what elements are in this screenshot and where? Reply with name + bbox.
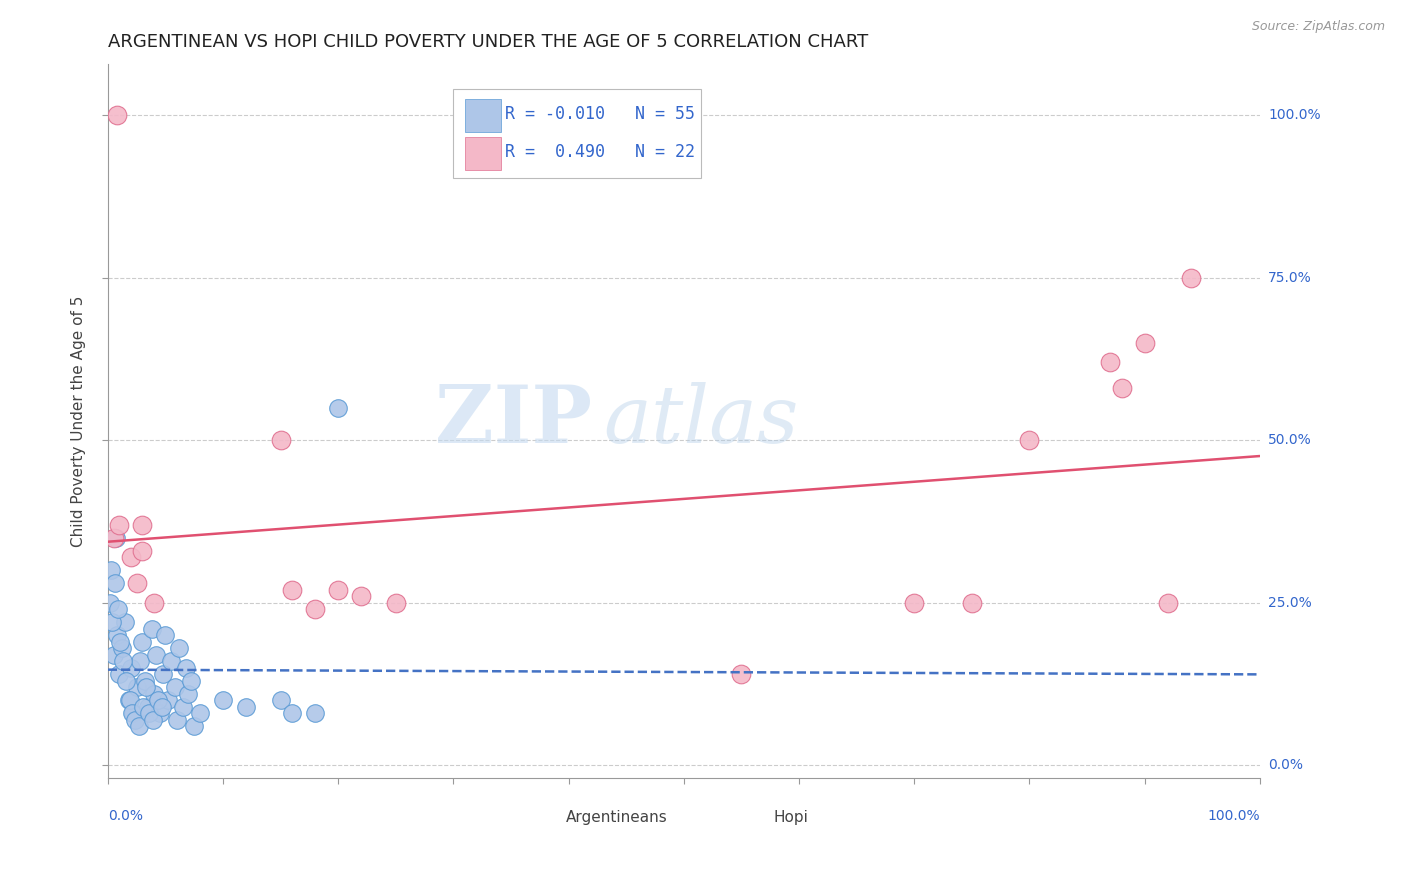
Point (115, 673, 138, 688)
Point (103, 531, 125, 545)
Point (180, 673, 202, 688)
Point (1133, 335, 1156, 350)
Point (131, 517, 153, 532)
Text: atlas: atlas (603, 382, 799, 459)
Point (328, 401, 350, 415)
Text: ARGENTINEAN VS HOPI CHILD POVERTY UNDER THE AGE OF 5 CORRELATION CHART: ARGENTINEAN VS HOPI CHILD POVERTY UNDER … (108, 33, 868, 51)
Point (105, 108, 128, 122)
Point (163, 680, 186, 694)
Point (172, 699, 194, 714)
Point (903, 596, 925, 610)
FancyBboxPatch shape (740, 804, 772, 832)
Text: R =  0.490   N = 22: R = 0.490 N = 22 (505, 143, 695, 161)
Point (125, 680, 148, 694)
Point (328, 582, 350, 597)
Text: 100.0%: 100.0% (1208, 809, 1260, 822)
Point (150, 699, 173, 714)
Point (117, 693, 139, 707)
Point (1156, 596, 1178, 610)
Point (103, 648, 125, 662)
Text: 0.0%: 0.0% (1268, 758, 1303, 772)
Point (183, 719, 205, 733)
Text: R = -0.010   N = 55: R = -0.010 N = 55 (505, 105, 695, 123)
Point (131, 634, 153, 648)
Point (105, 628, 128, 642)
Point (1098, 355, 1121, 369)
Point (125, 576, 148, 591)
FancyBboxPatch shape (465, 137, 501, 170)
Point (132, 699, 155, 714)
Text: 0.0%: 0.0% (108, 809, 143, 822)
Point (114, 615, 136, 630)
Text: ZIP: ZIP (434, 382, 592, 460)
Point (120, 661, 142, 675)
Point (122, 706, 145, 721)
Point (304, 602, 326, 616)
Point (128, 719, 150, 733)
Point (108, 667, 131, 681)
Point (304, 706, 326, 721)
Point (149, 706, 172, 721)
Point (104, 531, 127, 545)
Point (235, 699, 257, 714)
Point (281, 582, 304, 597)
Point (155, 628, 177, 642)
Point (131, 543, 153, 558)
Point (101, 615, 124, 630)
Text: 50.0%: 50.0% (1268, 434, 1312, 448)
Text: Hopi: Hopi (773, 810, 808, 825)
Point (730, 667, 752, 681)
Point (124, 713, 146, 727)
Point (350, 589, 373, 603)
Point (281, 706, 304, 721)
Point (135, 680, 157, 694)
Y-axis label: Child Poverty Under the Age of 5: Child Poverty Under the Age of 5 (72, 295, 86, 547)
Point (108, 517, 131, 532)
FancyBboxPatch shape (465, 99, 501, 132)
Point (141, 622, 163, 636)
Point (212, 693, 235, 707)
Point (148, 693, 170, 707)
Point (104, 576, 127, 591)
Point (1111, 381, 1133, 395)
Point (138, 706, 160, 721)
Point (960, 596, 983, 610)
Point (188, 706, 211, 721)
Point (270, 693, 292, 707)
Point (270, 434, 292, 448)
Point (129, 654, 152, 668)
Point (152, 667, 174, 681)
Point (167, 641, 190, 656)
Point (136, 699, 159, 714)
Text: 100.0%: 100.0% (1268, 109, 1320, 122)
Point (174, 661, 197, 675)
Point (120, 550, 142, 565)
Point (118, 693, 141, 707)
Text: 25.0%: 25.0% (1268, 596, 1312, 610)
Point (1018, 434, 1040, 448)
Point (160, 654, 183, 668)
Point (98, 596, 121, 610)
Point (142, 596, 165, 610)
Point (156, 693, 179, 707)
Point (1180, 271, 1202, 285)
Point (142, 687, 165, 701)
FancyBboxPatch shape (533, 804, 565, 832)
Point (107, 602, 129, 616)
Point (384, 596, 406, 610)
Text: Argentineans: Argentineans (567, 810, 668, 825)
Point (145, 648, 167, 662)
Point (166, 713, 188, 727)
FancyBboxPatch shape (453, 88, 702, 178)
Text: 75.0%: 75.0% (1268, 271, 1312, 285)
Point (134, 673, 156, 688)
Text: Source: ZipAtlas.com: Source: ZipAtlas.com (1251, 20, 1385, 33)
Point (100, 563, 122, 577)
Point (177, 687, 200, 701)
Point (142, 713, 165, 727)
Point (111, 654, 134, 668)
Point (110, 641, 132, 656)
Point (121, 706, 143, 721)
Point (110, 634, 132, 648)
